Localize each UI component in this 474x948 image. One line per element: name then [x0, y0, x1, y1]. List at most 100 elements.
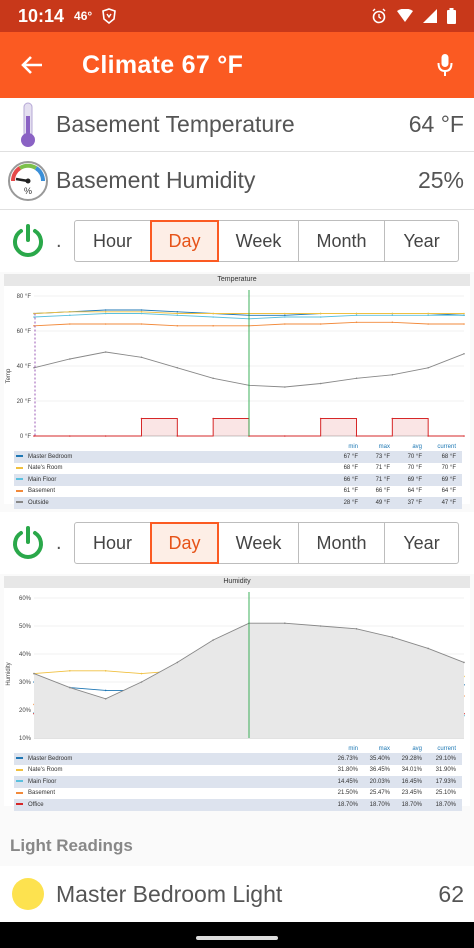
- data-point: [33, 435, 35, 437]
- home-indicator[interactable]: [196, 936, 278, 940]
- data-point: [33, 316, 35, 318]
- legend-series-name: Main Floor: [14, 776, 324, 788]
- legend-current: 29.10%: [428, 753, 462, 765]
- legend-row[interactable]: Outside 28 °F 49 °F 37 °F 47 °F: [14, 497, 462, 509]
- legend-row[interactable]: Master Bedroom 67 °F 73 °F 70 °F 68 °F: [14, 451, 462, 463]
- legend-min: 21.50%: [337, 790, 358, 797]
- data-point: [355, 314, 358, 317]
- range-option-year[interactable]: Year: [384, 522, 459, 564]
- humidity-plot[interactable]: Humidity 60% 50% 40% 30% 20% 10%: [4, 588, 470, 744]
- data-point: [140, 356, 143, 359]
- y-tick-label: 20 °F: [17, 399, 32, 405]
- range-selector-temperature: . Hour Day Week Month Year: [0, 210, 474, 272]
- legend-max: 49 °F: [364, 497, 396, 509]
- y-tick-label: 40%: [19, 652, 32, 658]
- legend-swatch: [16, 780, 23, 783]
- legend-avg: 29.28%: [396, 753, 428, 765]
- legend-swatch: [16, 803, 23, 806]
- data-point: [69, 435, 71, 437]
- data-point: [463, 312, 465, 315]
- data-point: [69, 670, 71, 672]
- power-toggle[interactable]: [0, 525, 56, 561]
- temperature-chart: Temperature Temp 80 °F 60 °F 40 °F 20 °F 0 °…: [4, 274, 470, 509]
- power-toggle[interactable]: [0, 223, 56, 259]
- data-point: [104, 310, 107, 313]
- legend-series-name: Nate's Room: [14, 765, 324, 777]
- data-point: [427, 312, 429, 315]
- range-option-month[interactable]: Month: [298, 220, 385, 262]
- data-point: [391, 314, 394, 317]
- voice-button[interactable]: [416, 53, 474, 77]
- y-axis-label: Temp: [6, 368, 12, 383]
- data-point: [319, 312, 322, 315]
- legend-min: 61 °F: [343, 488, 358, 495]
- range-option-week[interactable]: Week: [218, 522, 299, 564]
- sensor-row-temperature[interactable]: Basement Temperature 64 °F: [0, 98, 474, 152]
- legend-swatch: [16, 489, 23, 492]
- data-point: [104, 312, 107, 315]
- y-tick-label: 80 °F: [17, 294, 32, 300]
- status-time: 10:14: [18, 5, 65, 26]
- humidity-chart: Humidity Humidity 60% 50% 40% 30% 20% 10% min…: [4, 576, 470, 811]
- status-bar: 10:14 46°: [0, 0, 474, 32]
- humidity-legend: min max avg current Master Bedroom 26.73%…: [14, 744, 462, 811]
- y-tick-label: 60 °F: [17, 329, 32, 335]
- data-point: [284, 435, 286, 437]
- range-option-month[interactable]: Month: [298, 522, 385, 564]
- legend-min: 66 °F: [324, 474, 364, 486]
- range-option-day[interactable]: Day: [150, 522, 219, 564]
- data-point: [69, 323, 71, 325]
- battery-icon: [447, 8, 456, 24]
- data-point: [284, 323, 286, 325]
- legend-avg: 70 °F: [407, 465, 422, 472]
- legend-series-label: Office: [28, 801, 44, 808]
- back-button[interactable]: [0, 55, 64, 75]
- y-tick-label: 30%: [19, 680, 32, 686]
- legend-swatch: [16, 757, 23, 760]
- data-point: [212, 639, 214, 641]
- legend-series-name: Basement: [14, 788, 324, 800]
- data-point: [355, 321, 358, 324]
- sensor-row-humidity[interactable]: % Basement Humidity 25%: [0, 152, 474, 210]
- data-point: [427, 314, 429, 317]
- legend-avg: 23.45%: [401, 790, 422, 797]
- data-point: [463, 314, 465, 317]
- chart-title: Temperature: [4, 274, 470, 286]
- legend-row[interactable]: Main Floor 66 °F 71 °F 69 °F 69 °F: [14, 474, 462, 486]
- sensor-row-light[interactable]: Master Bedroom Light 62: [0, 866, 474, 922]
- range-option-week[interactable]: Week: [218, 220, 299, 262]
- legend-max: 73 °F: [364, 451, 396, 463]
- legend-avg: 64 °F: [407, 488, 422, 495]
- legend-row[interactable]: Nate's Room 68 °F 71 °F 70 °F 70 °F: [14, 463, 462, 475]
- y-tick-label: 20%: [19, 708, 32, 714]
- temperature-plot[interactable]: Temp 80 °F 60 °F 40 °F 20 °F 0 °F: [4, 286, 470, 442]
- legend-max: 71 °F: [375, 465, 390, 472]
- data-point: [391, 417, 394, 420]
- range-option-day[interactable]: Day: [150, 220, 219, 262]
- legend-row[interactable]: Basement 61 °F 66 °F 64 °F 64 °F: [14, 486, 462, 498]
- data-point: [140, 310, 143, 313]
- range-option-hour[interactable]: Hour: [74, 220, 151, 262]
- legend-series-name: Office: [14, 799, 324, 811]
- power-icon: [13, 224, 43, 257]
- navigation-bar: [0, 922, 474, 948]
- legend-swatch: [16, 478, 23, 481]
- status-weather: 46°: [74, 9, 93, 23]
- legend-row[interactable]: Main Floor 14.45% 20.03% 16.45% 17.93%: [14, 776, 462, 788]
- range-option-hour[interactable]: Hour: [74, 522, 151, 564]
- legend-max: 25.47%: [369, 790, 390, 797]
- legend-row[interactable]: Nate's Room 31.80% 36.45% 34.01% 31.90%: [14, 765, 462, 777]
- col-avg: avg: [412, 745, 422, 752]
- legend-series-name: Main Floor: [14, 474, 324, 486]
- data-point: [427, 435, 429, 437]
- legend-max: 66 °F: [375, 488, 390, 495]
- legend-row[interactable]: Master Bedroom 26.73% 35.40% 29.28% 29.10%: [14, 753, 462, 765]
- legend-row[interactable]: Basement 21.50% 25.47% 23.45% 25.10%: [14, 788, 462, 800]
- col-avg: avg: [412, 443, 422, 450]
- legend-series-name: Nate's Room: [14, 463, 324, 475]
- legend-row[interactable]: Office 18.70% 18.70% 18.70% 18.70%: [14, 799, 462, 811]
- data-point: [69, 686, 71, 689]
- range-option-year[interactable]: Year: [384, 220, 459, 262]
- data-point: [104, 670, 107, 672]
- data-point: [427, 323, 429, 325]
